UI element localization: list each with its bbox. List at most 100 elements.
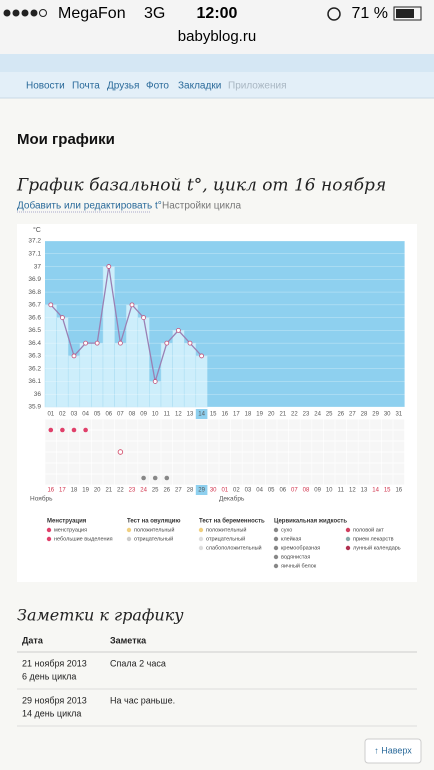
date-label: 30 (210, 488, 217, 494)
y-tick-label: 36.6 (28, 314, 41, 321)
point (48, 302, 54, 308)
point (164, 340, 170, 346)
legend-icon (345, 536, 351, 542)
legend-icon (126, 536, 132, 542)
date-label: 19 (82, 488, 89, 494)
battery: 71 % (352, 5, 388, 22)
point (141, 315, 147, 321)
y-tick-label: 36.9 (28, 276, 41, 283)
legend-icon (198, 545, 204, 551)
date-label: 03 (245, 488, 252, 494)
x-tick-label: 24 (314, 412, 321, 418)
nav-tab[interactable]: Приложения (228, 81, 287, 92)
x-tick-label: 16 (221, 412, 228, 418)
point (60, 315, 65, 321)
legend-label: клейкая (281, 535, 301, 542)
point (106, 264, 112, 269)
network: 3G (144, 5, 165, 22)
y-tick-label: 36.8 (28, 289, 41, 296)
nav-top (0, 54, 434, 72)
note-day: 6 день цикла (22, 671, 76, 681)
back-button-label[interactable]: ↑ Наверх (374, 745, 412, 755)
x-tick-label: 22 (291, 412, 298, 418)
nav-tab[interactable]: Новости (26, 81, 65, 92)
current-day (195, 409, 208, 419)
bar (79, 342, 92, 408)
x-tick-label: 01 (47, 412, 54, 418)
date-label: 01 (221, 488, 228, 494)
x-tick-label: 26 (337, 412, 344, 418)
back-button[interactable] (364, 738, 422, 764)
chart-title: График базальной t°, цикл от 16 ноября (16, 176, 386, 196)
point (187, 340, 193, 346)
y-tick-label: 37 (34, 263, 42, 270)
legend-label: отрицательный (134, 535, 173, 542)
battery-level (396, 9, 414, 18)
date-label: 12 (349, 488, 356, 494)
nav-tab[interactable]: Закладки (178, 81, 221, 92)
url[interactable]: babyblog.ru (178, 28, 256, 45)
date-label: 09 (314, 488, 321, 494)
date-label: 14 (372, 488, 379, 494)
legend-title: Тест на беременность (199, 518, 265, 525)
date-label: 06 (279, 488, 286, 494)
y-axis-label: °C (33, 226, 41, 234)
date-label: 26 (163, 488, 170, 494)
battery-icon (393, 6, 422, 21)
bar (137, 317, 150, 408)
date-label: 13 (361, 488, 368, 494)
bar (91, 342, 104, 408)
bar (102, 266, 115, 408)
x-tick-label: 27 (349, 412, 356, 418)
note-text: Спала 2 часа (110, 658, 166, 668)
event-icon (60, 427, 65, 433)
date-label: 08 (303, 488, 310, 494)
legend-label: водянистая (281, 554, 310, 560)
legend-title: Цервикальная жидкость (274, 519, 347, 525)
x-tick-label: 19 (256, 412, 263, 418)
legend-label: половой акт (353, 526, 384, 533)
event-icon (48, 427, 54, 433)
nav-tab[interactable]: Друзья (107, 81, 139, 92)
y-tick-label: 36.4 (28, 340, 41, 347)
point (83, 340, 88, 346)
nav-tab[interactable]: Почта (72, 81, 100, 92)
date-label: 17 (59, 488, 66, 494)
date-label: 27 (175, 488, 182, 494)
bar (114, 342, 127, 408)
date-label: 07 (291, 488, 298, 494)
date-label: 02 (233, 488, 240, 494)
legend-title: Менструация (47, 519, 87, 525)
date-label: 24 (140, 488, 147, 494)
x-tick-label: 28 (361, 412, 368, 418)
legend-label: сухо (281, 527, 292, 533)
x-tick-label: 07 (117, 412, 124, 418)
lock (327, 7, 341, 21)
nav-tab[interactable]: Фото (146, 81, 169, 92)
carrier: MegaFon (58, 5, 126, 22)
legend-icon (126, 527, 132, 533)
x-tick-label: 06 (105, 412, 112, 418)
x-tick-label: 17 (233, 412, 240, 418)
x-tick-label: 08 (129, 412, 136, 418)
x-tick-label: 14 (198, 412, 205, 418)
x-tick-label: 20 (268, 412, 275, 418)
x-tick-label: 05 (94, 412, 101, 418)
date-label: 25 (152, 488, 159, 494)
legend-icon (345, 545, 351, 551)
x-tick-label: 25 (326, 412, 333, 418)
time: 12:00 (197, 5, 238, 22)
x-tick-label: 15 (210, 412, 217, 418)
legend-label: отрицательный (206, 535, 245, 542)
y-tick-label: 37.2 (28, 238, 41, 245)
y-tick-label: 35.9 (28, 404, 41, 411)
legend-label: прием лекарств (353, 536, 394, 542)
temperature-line (50, 266, 203, 382)
link[interactable]: Настройки цикла (162, 201, 241, 212)
link[interactable]: Добавить или редактировать t° (17, 200, 162, 212)
legend-label: слабоположительный (206, 544, 262, 551)
legend-icon (198, 536, 204, 542)
event-icon (164, 475, 170, 481)
point (94, 340, 100, 346)
x-tick-label: 29 (372, 412, 379, 418)
